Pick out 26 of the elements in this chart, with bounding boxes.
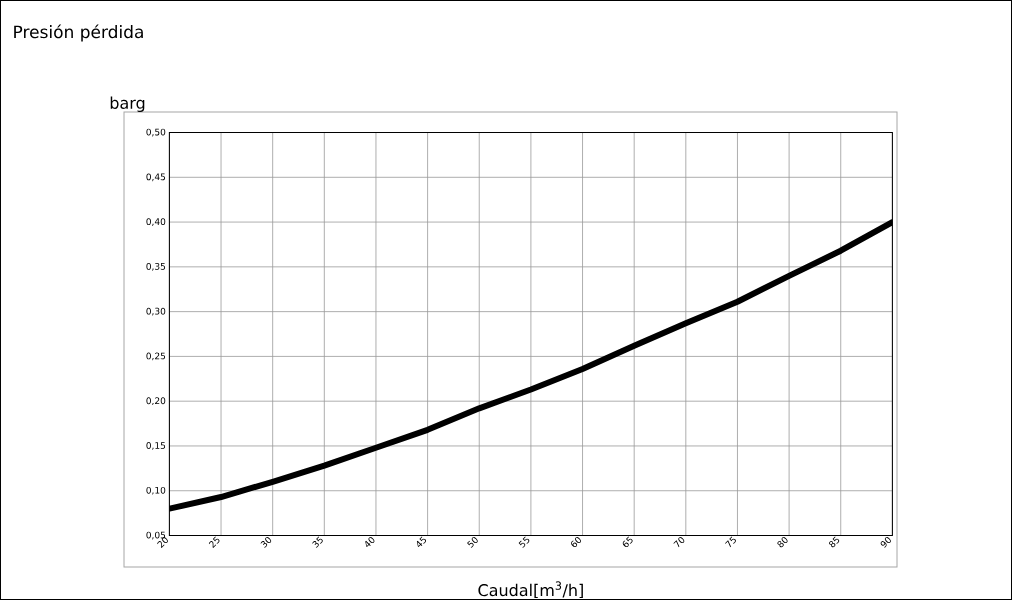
x-axis-title: Caudal[m$^{3}$/h] — [478, 581, 583, 598]
x-tick-label: 80 — [777, 536, 788, 548]
x-tick-label: 60 — [571, 536, 582, 547]
y-tick-label: 0,40 — [146, 218, 166, 226]
y-tick-label: 0,10 — [146, 486, 166, 495]
x-tick-label: 75 — [725, 536, 736, 548]
y-tick-label: 0,45 — [146, 173, 166, 181]
y-tick-label: 0,20 — [146, 397, 166, 405]
x-tick-label: 55 — [518, 536, 530, 548]
x-tick-label: 30 — [260, 536, 272, 548]
x-tick-label: 40 — [365, 536, 375, 547]
x-tick-label: 25 — [208, 536, 220, 548]
y-tick-label: 0,35 — [146, 262, 166, 271]
y-tick-label: 0,30 — [146, 307, 166, 316]
y-tick-label: 0,25 — [146, 352, 166, 361]
chart-title: Presión pérdida — [14, 24, 143, 42]
y-axis-title: barg — [110, 96, 145, 112]
x-tick-label: 35 — [312, 536, 323, 548]
x-tick-label: 45 — [416, 536, 427, 547]
x-tick-label: 50 — [467, 536, 478, 548]
x-tick-label: 70 — [673, 536, 685, 548]
x-tick-label: 85 — [829, 536, 840, 548]
y-tick-label: 0,50 — [146, 128, 166, 137]
x-tick-label: 65 — [622, 536, 633, 547]
x-tick-label: 90 — [880, 536, 891, 548]
y-tick-label: 0,15 — [146, 441, 166, 450]
